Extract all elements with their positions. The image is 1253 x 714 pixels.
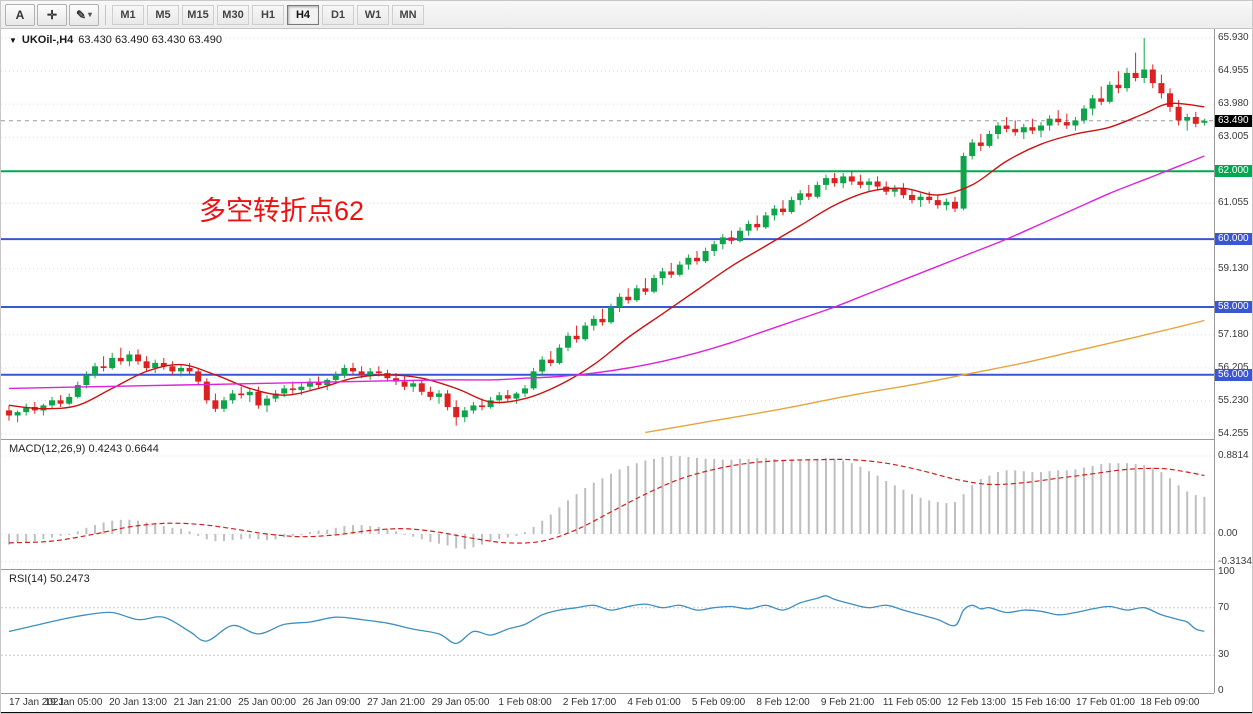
time-axis-label: 19 Jan 05:00 — [44, 697, 103, 708]
toolbar: A ✛ ✎ ▾ M1 M5 M15 M30 H1 H4 D1 W1 MN — [1, 1, 1252, 29]
time-axis-label: 11 Feb 05:00 — [882, 697, 942, 708]
time-axis-label: 8 Feb 12:00 — [756, 697, 810, 708]
timeframe-bar: M1 M5 M15 M30 H1 H4 D1 W1 MN — [112, 4, 425, 25]
axis-tick-label: 56.205 — [1218, 362, 1249, 373]
crosshair-icon: ✛ — [46, 7, 58, 22]
bottom-scrollbar[interactable] — [1, 712, 1252, 713]
axis-tick-label: 59.130 — [1218, 263, 1249, 274]
time-axis-label: 18 Feb 09:00 — [1140, 697, 1200, 708]
panel-divider-rsi[interactable] — [1, 569, 1252, 570]
axis-level-label: 58.000 — [1215, 301, 1252, 313]
dropdown-caret-icon: ▾ — [88, 10, 93, 19]
symbol-label: UKOil-,H4 — [21, 34, 74, 46]
rsi-line — [8, 595, 1205, 645]
axis-tick-label: 30 — [1218, 649, 1230, 660]
timeframe-mn-button[interactable]: MN — [392, 4, 424, 25]
time-axis-label: 21 Jan 21:00 — [173, 697, 232, 708]
time-axis-label: 27 Jan 21:00 — [367, 697, 425, 708]
panel-divider-macd[interactable] — [1, 439, 1252, 440]
axis-tick-label: 63.980 — [1218, 98, 1249, 109]
axis-tick-label: 0.00 — [1218, 528, 1238, 539]
axis-level-label: 63.490 — [1215, 115, 1252, 127]
moving-averages-layer — [8, 102, 1205, 434]
axis-tick-label: 55.230 — [1218, 395, 1249, 406]
axis-tick-label: 63.005 — [1218, 131, 1249, 142]
timeframe-w1-button[interactable]: W1 — [357, 4, 389, 25]
axis-tick-label: 100 — [1218, 566, 1235, 577]
axis-tick-label: 70 — [1218, 602, 1230, 613]
axis-level-label: 56.000 — [1215, 369, 1252, 381]
axis-tick-label: 0 — [1218, 685, 1224, 696]
drawing-tools-dropdown[interactable]: ✎ ▾ — [69, 3, 99, 26]
axis-level-label: 62.000 — [1215, 165, 1252, 177]
ohlc-values: 63.430 63.490 63.430 63.490 — [78, 34, 223, 46]
axis-tick-label: 57.180 — [1218, 329, 1249, 340]
axis-tick-label: 64.955 — [1218, 65, 1249, 76]
axis-tick-label: -0.3134 — [1218, 556, 1252, 567]
axis-tick-label: 65.930 — [1218, 32, 1249, 43]
collapse-triangle-icon[interactable]: ▼ — [9, 35, 17, 45]
timeframe-m15-button[interactable]: M15 — [182, 4, 214, 25]
crosshair-button[interactable]: ✛ — [37, 3, 67, 26]
time-axis-label: 1 Feb 08:00 — [498, 697, 552, 708]
macd-signal-line — [8, 458, 1205, 544]
time-axis-label: 25 Jan 00:00 — [238, 697, 296, 708]
axis-level-label: 60.000 — [1215, 233, 1252, 245]
time-axis-label: 9 Feb 21:00 — [820, 697, 875, 708]
pointer-button[interactable]: A — [5, 3, 35, 26]
timeframe-h4-button[interactable]: H4 — [287, 4, 319, 25]
ma-mid — [8, 155, 1205, 390]
time-axis-label: 20 Jan 13:00 — [109, 697, 167, 708]
time-axis-label: 12 Feb 13:00 — [947, 697, 1006, 708]
time-axis-label: 17 Feb 01:00 — [1076, 697, 1135, 708]
timeframe-m1-button[interactable]: M1 — [112, 4, 144, 25]
timeframe-m5-button[interactable]: M5 — [147, 4, 179, 25]
time-axis-label: 15 Feb 16:00 — [1011, 697, 1071, 708]
timeframe-d1-button[interactable]: D1 — [322, 4, 354, 25]
time-axis-label: 26 Jan 09:00 — [302, 697, 361, 708]
ma-slow — [645, 319, 1205, 434]
timeframe-h1-button[interactable]: H1 — [252, 4, 284, 25]
toolbar-buttons: A ✛ ✎ ▾ — [5, 3, 99, 26]
timeframe-m30-button[interactable]: M30 — [217, 4, 249, 25]
chart-annotation-text[interactable]: 多空转折点62 — [199, 196, 365, 226]
axis-tick-label: 54.255 — [1218, 428, 1249, 439]
time-axis-label: 29 Jan 05:00 — [431, 697, 490, 708]
candles-layer — [6, 38, 1208, 426]
price-axis[interactable]: 65.930 64.955 63.980 63.005 61.055 59.130 57.1… — [1214, 29, 1252, 696]
time-axis-label: 17 Jan 2021 — [9, 697, 65, 708]
time-axis[interactable]: 17 Jan 2021 19 Jan 05:00 20 Jan 13:00 21 Ja… — [1, 693, 1214, 712]
rsi-layer — [1, 595, 1214, 656]
time-axis-label: 5 Feb 09:00 — [691, 697, 746, 708]
time-axis-label: 2 Feb 17:00 — [562, 697, 617, 708]
pencil-icon: ✎ — [75, 7, 87, 22]
ma-fast — [8, 102, 1205, 410]
toolbar-separator — [105, 4, 106, 25]
time-axis-label: 4 Feb 01:00 — [627, 697, 681, 708]
pointer-icon: A — [15, 7, 25, 22]
chart-area[interactable]: ▼ UKOil-,H4 63.430 63.490 63.430 63.490 … — [1, 29, 1252, 696]
rsi-indicator-label: RSI(14) 50.2473 — [9, 573, 90, 585]
chart-symbol-header: ▼ UKOil-,H4 63.430 63.490 63.430 63.490 — [9, 34, 222, 46]
macd-layer — [1, 455, 1214, 563]
hline-layer[interactable] — [1, 120, 1214, 376]
macd-indicator-label: MACD(12,26,9) 0.4243 0.6644 — [9, 443, 159, 455]
chart-canvas[interactable] — [1, 29, 1214, 693]
axis-tick-label: 0.8814 — [1218, 450, 1249, 461]
axis-tick-label: 61.055 — [1218, 197, 1249, 208]
